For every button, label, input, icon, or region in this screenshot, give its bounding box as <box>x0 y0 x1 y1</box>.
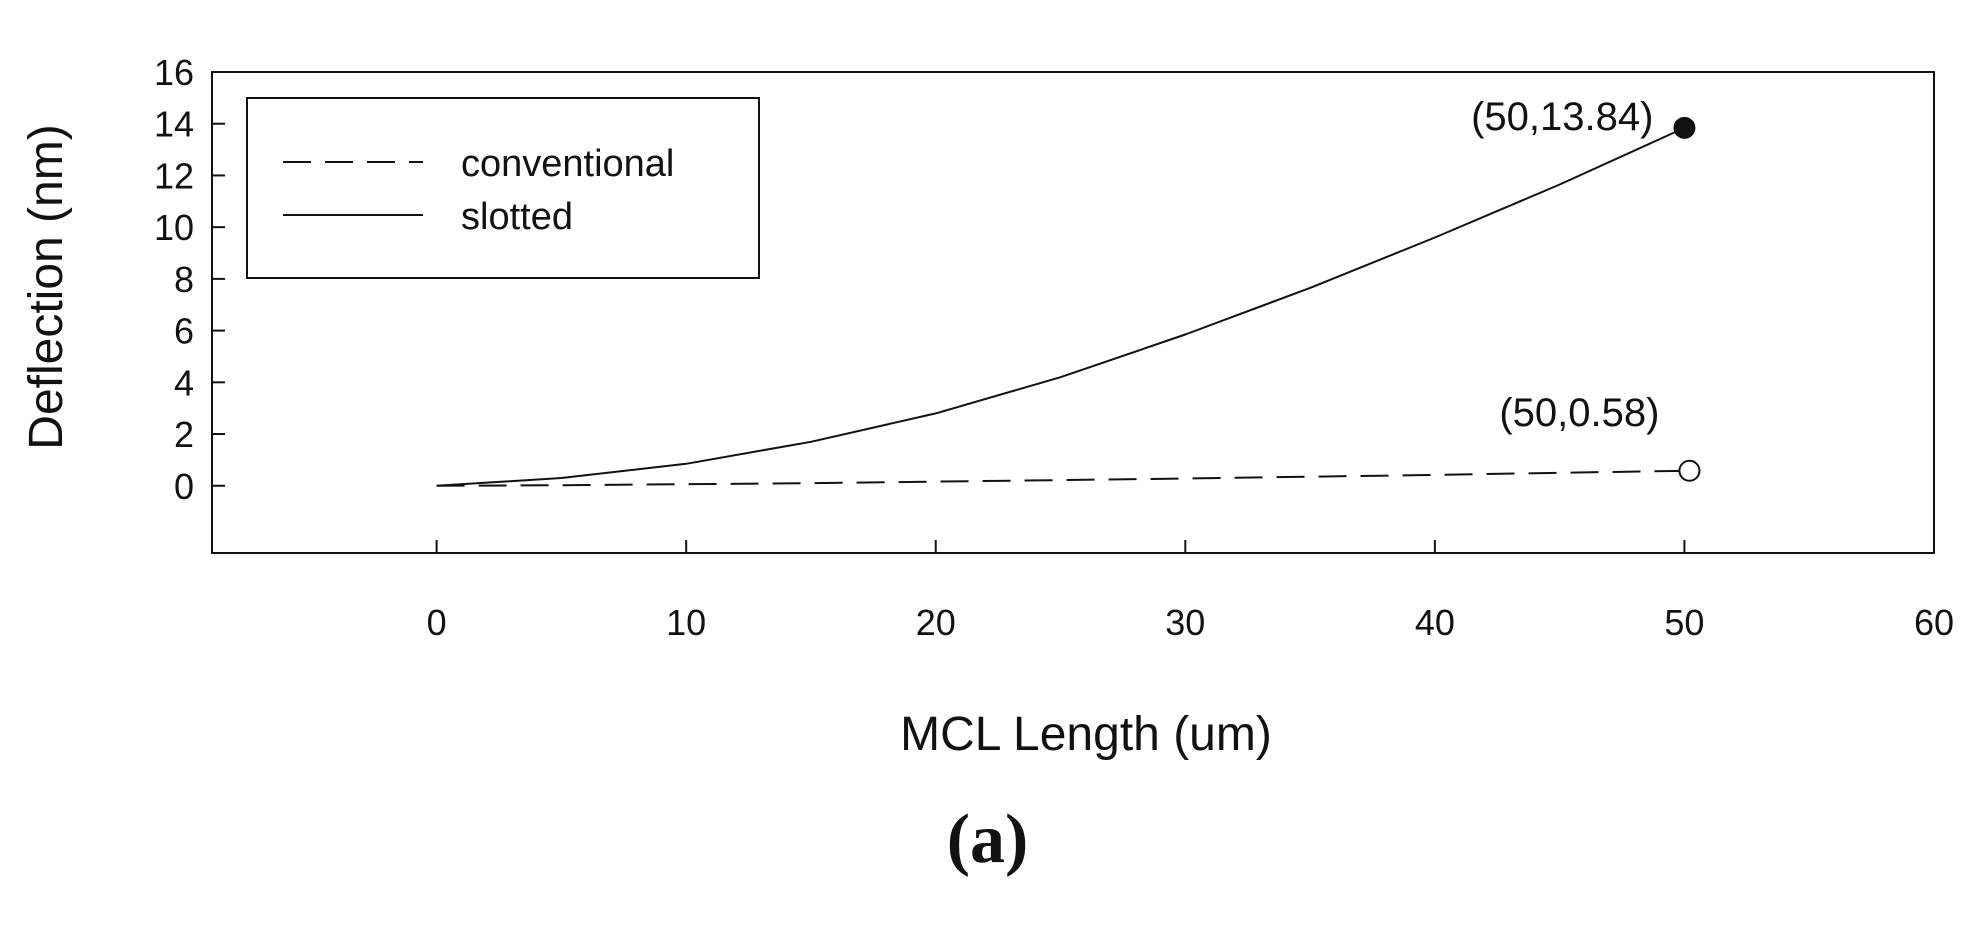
x-tick-label: 30 <box>1165 602 1205 643</box>
legend-label-slotted: slotted <box>461 196 573 238</box>
y-tick-label: 0 <box>174 466 194 507</box>
y-axis-title: Deflection (nm) <box>20 124 73 449</box>
legend: conventional slotted <box>246 97 760 279</box>
y-tick-label: 12 <box>154 155 194 196</box>
plot-frame <box>211 71 1935 554</box>
y-tick-label: 16 <box>154 52 194 93</box>
legend-label-conventional: conventional <box>461 143 674 185</box>
legend-box <box>246 97 760 279</box>
x-axis: 0 10 20 30 40 50 60 <box>427 540 1954 643</box>
y-tick-label: 6 <box>174 311 194 352</box>
x-tick-label: 50 <box>1664 602 1704 643</box>
endpoint-marker-slotted <box>1673 116 1696 139</box>
y-tick-label: 4 <box>174 362 194 403</box>
x-tick-label: 40 <box>1415 602 1455 643</box>
x-tick-label: 10 <box>666 602 706 643</box>
series-line-slotted <box>436 126 1685 487</box>
x-tick-label: 0 <box>427 602 447 643</box>
annotation-slotted: (50,13.84) <box>1471 95 1653 139</box>
y-tick-label: 8 <box>174 259 194 300</box>
y-tick-label: 10 <box>154 207 194 248</box>
y-tick-label: 14 <box>154 104 194 145</box>
x-tick-label: 60 <box>1914 602 1954 643</box>
x-axis-title: MCL Length (um) <box>900 708 1272 761</box>
x-tick-label: 20 <box>916 602 956 643</box>
y-axis: 0 2 4 6 8 10 12 14 16 <box>154 52 225 507</box>
endpoint-marker-conventional <box>1678 459 1701 482</box>
figure-caption: (a) <box>946 801 1029 878</box>
annotation-conventional: (50,0.58) <box>1499 391 1659 435</box>
series-layer <box>436 116 1701 487</box>
y-tick-label: 2 <box>174 414 194 455</box>
series-line-conventional <box>436 469 1685 487</box>
annotations: (50,13.84) (50,0.58) <box>1471 95 1659 435</box>
